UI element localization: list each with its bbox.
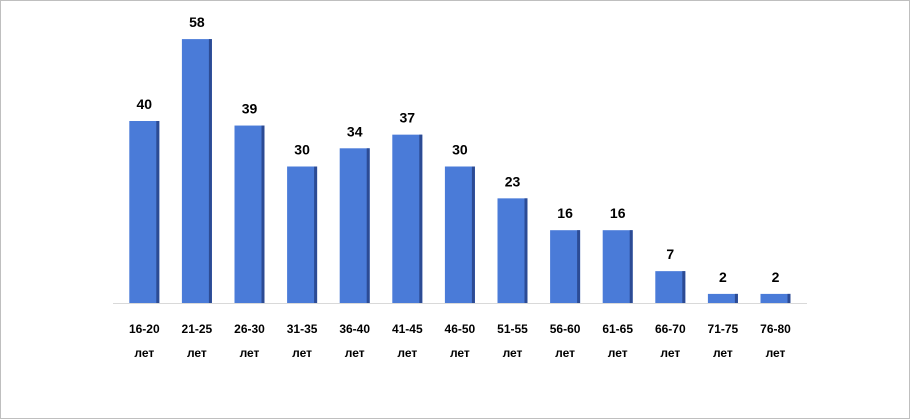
bar	[234, 125, 265, 303]
value-label: 30	[452, 142, 468, 158]
bar-shade	[261, 125, 265, 303]
bar-group	[497, 198, 528, 303]
bar-group	[655, 271, 686, 303]
bar-shade	[629, 230, 633, 303]
x-tick-label: 36-40 лет	[339, 322, 371, 360]
x-tick-label: 31-35 лет	[286, 322, 318, 360]
bar-shade	[734, 293, 738, 303]
x-tick-label: 21-25 лет	[181, 322, 213, 360]
x-tick-label: 61-65 лет	[602, 322, 634, 360]
x-tick-label: 56-60 лет	[549, 322, 581, 360]
value-label: 23	[505, 173, 521, 189]
value-label: 16	[610, 205, 626, 221]
bar	[655, 271, 686, 303]
bar-group	[444, 166, 475, 303]
bar-shade	[787, 293, 791, 303]
value-label: 16	[557, 205, 573, 221]
bar-group	[602, 230, 633, 303]
x-tick-label: 71-75 лет	[707, 322, 739, 360]
value-label: 30	[294, 142, 310, 158]
x-tick-label: 46-50 лет	[444, 322, 476, 360]
value-label: 37	[400, 110, 416, 126]
bar	[392, 134, 423, 303]
value-label: 2	[772, 269, 780, 285]
bar	[602, 230, 633, 303]
value-label: 58	[189, 14, 205, 30]
bar	[181, 39, 212, 303]
bar	[497, 198, 528, 303]
bar	[760, 293, 791, 303]
bar-group	[234, 125, 265, 303]
value-label: 40	[137, 96, 153, 112]
value-label: 7	[666, 246, 674, 262]
value-label: 34	[347, 123, 363, 139]
bar-shade	[314, 166, 318, 303]
x-tick-label: 51-55 лет	[497, 322, 528, 360]
bar	[707, 293, 738, 303]
bar-group	[707, 293, 738, 303]
bar-shade	[682, 271, 686, 303]
bar-shade	[208, 39, 212, 303]
x-tick-label: 66-70 лет	[654, 322, 686, 360]
x-tick-label: 16-20 лет	[128, 322, 160, 360]
bar-group	[287, 166, 318, 303]
bar	[550, 230, 581, 303]
bar-shade	[366, 148, 370, 303]
bar-shade	[471, 166, 475, 303]
value-label: 2	[719, 269, 727, 285]
bar	[287, 166, 318, 303]
bar-shade	[419, 134, 423, 303]
bar-group	[339, 148, 370, 303]
bar-shade	[524, 198, 528, 303]
bar-group	[129, 121, 160, 303]
bar	[339, 148, 370, 303]
bar-group	[392, 134, 423, 303]
x-tick-label: 41-45 лет	[391, 322, 423, 360]
bar-group	[760, 293, 791, 303]
x-tick-label: 26-30 лет	[234, 322, 265, 360]
bar-group	[550, 230, 581, 303]
bar-group	[181, 39, 212, 303]
bar-shade	[156, 121, 160, 303]
x-tick-label: 76-80 лет	[760, 322, 791, 360]
bar-shade	[577, 230, 581, 303]
bar	[444, 166, 475, 303]
value-label: 39	[242, 101, 258, 117]
bar	[129, 121, 160, 303]
